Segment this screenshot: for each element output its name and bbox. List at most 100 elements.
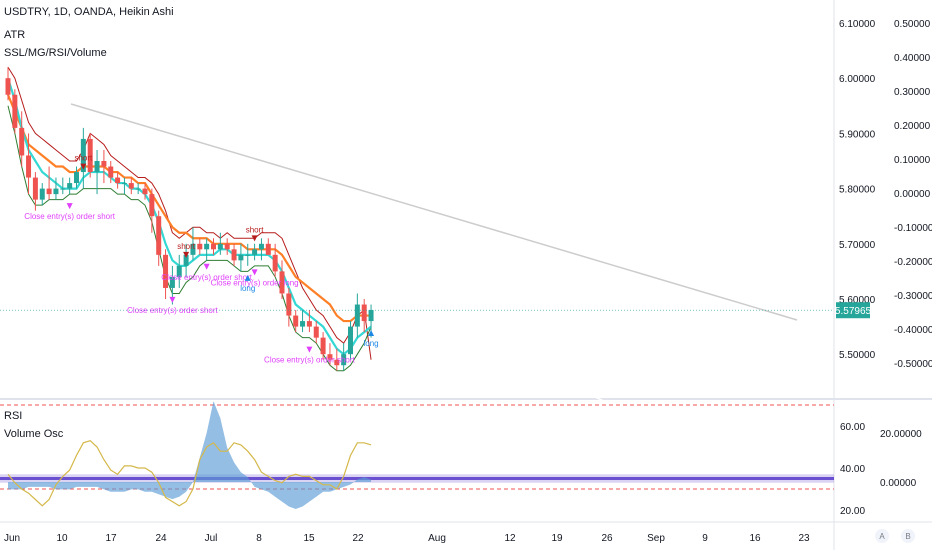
signal-close-arrow bbox=[169, 296, 176, 303]
signal-close-label: Close entry(s) order short bbox=[127, 306, 218, 315]
candle-body bbox=[115, 177, 121, 184]
candle-body bbox=[231, 249, 237, 261]
candle-body bbox=[334, 359, 340, 366]
atr-tick-label: 0.50000 bbox=[894, 19, 931, 30]
rsi-line bbox=[7, 440, 372, 507]
price-tick-label: 6.00000 bbox=[839, 74, 876, 85]
candle-body bbox=[245, 254, 251, 256]
candle-body bbox=[94, 161, 100, 173]
candle-body bbox=[204, 243, 210, 250]
candle-body bbox=[46, 188, 52, 195]
atr-tick-label: 0.40000 bbox=[894, 53, 931, 64]
signal-long-label: long bbox=[240, 284, 255, 293]
signal-short-arrow bbox=[251, 235, 258, 242]
candle-body bbox=[60, 188, 66, 190]
time-tick-label: 22 bbox=[352, 533, 364, 544]
candle-body bbox=[12, 94, 18, 128]
candle-body bbox=[368, 310, 374, 322]
pane-separator bbox=[0, 398, 932, 400]
time-tick-label: 17 bbox=[105, 533, 117, 544]
indicator-label-ssl[interactable]: SSL/MG/RSI/Volume bbox=[4, 47, 107, 59]
candle-body bbox=[354, 304, 360, 327]
indicator-label-rsi[interactable]: RSI bbox=[4, 410, 23, 422]
indicator-label-atr[interactable]: ATR bbox=[4, 29, 26, 41]
candle-body bbox=[313, 326, 319, 338]
candle-body bbox=[80, 138, 86, 173]
candle-body bbox=[149, 194, 155, 217]
time-tick-label: 16 bbox=[749, 533, 761, 544]
candle-body bbox=[183, 254, 189, 266]
signal-short-label: short bbox=[177, 242, 196, 251]
candle-body bbox=[306, 321, 312, 327]
trend-line-visible bbox=[70, 103, 798, 321]
price-pane[interactable]: short Close entry(s) order short short Clos… bbox=[0, 66, 834, 492]
signal-short-arrow bbox=[183, 251, 190, 258]
candle-body bbox=[169, 276, 175, 288]
candle-body bbox=[26, 155, 32, 178]
axes: 6.10000 6.00000 5.90000 5.80000 5.70000 5.600… bbox=[4, 19, 932, 544]
time-tick-label: Aug bbox=[428, 533, 446, 544]
atr-tick-label: 0.10000 bbox=[894, 155, 931, 166]
candle-body bbox=[300, 321, 306, 327]
volosc-tick-label: 20.00000 bbox=[880, 429, 922, 440]
candle-body bbox=[67, 183, 73, 189]
signal-close-label: Close entry(s) order long bbox=[211, 278, 299, 287]
candle-body bbox=[39, 188, 45, 200]
indicator-pane[interactable] bbox=[0, 401, 834, 509]
price-tick-label: 6.10000 bbox=[839, 19, 876, 30]
signal-short-label: short bbox=[74, 154, 93, 163]
trend-line bbox=[76, 154, 798, 492]
signal-long-arrow bbox=[244, 274, 251, 281]
price-tick-label: 5.90000 bbox=[839, 129, 876, 140]
atr-tick-label: 0.20000 bbox=[894, 121, 931, 132]
signal-close-label: Close entry(s) order short bbox=[161, 273, 252, 282]
ma-orange-line bbox=[6, 94, 372, 323]
candle-body bbox=[135, 188, 141, 190]
last-price-text: 5.57965 bbox=[835, 306, 872, 317]
candle-body bbox=[265, 243, 271, 255]
signal-short-label: short bbox=[246, 225, 265, 234]
candle-body bbox=[279, 271, 285, 294]
price-tick-label: 5.70000 bbox=[839, 240, 876, 251]
auto-scale-button bbox=[875, 529, 889, 543]
log-scale-label: B bbox=[905, 532, 910, 541]
candle-body bbox=[156, 216, 162, 255]
time-tick-label: Jul bbox=[205, 533, 218, 544]
indicator-label-volume-osc[interactable]: Volume Osc bbox=[4, 428, 64, 440]
signal-short-arrow bbox=[80, 163, 87, 170]
candle-body bbox=[101, 161, 107, 167]
candle-body bbox=[286, 293, 292, 316]
candle-body bbox=[361, 304, 367, 322]
atr-tick-label: -0.50000 bbox=[894, 359, 932, 370]
volosc-tick-label: 0.00000 bbox=[880, 478, 917, 489]
candle-body bbox=[211, 243, 216, 250]
candle-body bbox=[163, 254, 169, 288]
candle-body bbox=[272, 254, 278, 272]
candle-body bbox=[108, 166, 114, 178]
price-tick-label: 5.60000 bbox=[839, 295, 876, 306]
candle-body bbox=[32, 177, 38, 200]
time-tick-label: Jun bbox=[4, 533, 20, 544]
log-scale-button bbox=[901, 529, 915, 543]
candle-body bbox=[348, 326, 353, 355]
atr-tick-label: -0.10000 bbox=[894, 223, 932, 234]
candle-body bbox=[197, 243, 203, 250]
rsi-tick-label: 60.00 bbox=[840, 422, 865, 433]
candle-body bbox=[176, 265, 182, 277]
atr-tick-label: -0.20000 bbox=[894, 257, 932, 268]
time-tick-label: 24 bbox=[155, 533, 167, 544]
atr-tick-label: 0.30000 bbox=[894, 87, 931, 98]
candle-body bbox=[190, 243, 196, 255]
candle-body bbox=[320, 337, 326, 355]
signal-close-label: Close entry(s) order short bbox=[264, 356, 355, 365]
time-tick-label: 19 bbox=[551, 533, 563, 544]
atr-tick-label: -0.30000 bbox=[894, 291, 932, 302]
candle-body bbox=[19, 127, 25, 156]
time-tick-label: 26 bbox=[601, 533, 613, 544]
candle-body bbox=[252, 249, 258, 255]
candle-body bbox=[5, 78, 11, 95]
symbol-title[interactable]: USDTRY, 1D, OANDA, Heikin Ashi bbox=[4, 6, 174, 18]
signal-long-arrow bbox=[368, 330, 375, 337]
